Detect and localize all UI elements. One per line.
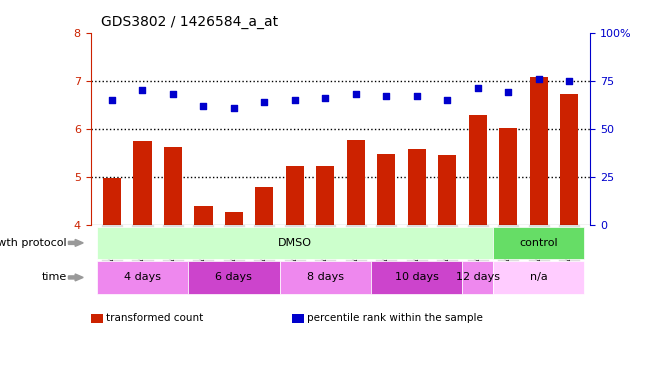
Point <box>229 104 240 111</box>
Bar <box>468 115 487 225</box>
Text: 8 days: 8 days <box>307 272 344 283</box>
Bar <box>316 166 334 225</box>
Text: 4 days: 4 days <box>124 272 161 283</box>
Point <box>411 93 422 99</box>
Point <box>350 91 361 97</box>
Point <box>564 78 574 84</box>
Text: control: control <box>519 238 558 248</box>
Text: 10 days: 10 days <box>395 272 439 283</box>
Bar <box>560 94 578 225</box>
Point <box>259 99 270 105</box>
Point <box>472 85 483 91</box>
Text: percentile rank within the sample: percentile rank within the sample <box>307 313 483 323</box>
Text: DMSO: DMSO <box>278 238 312 248</box>
Bar <box>499 128 517 225</box>
Text: 6 days: 6 days <box>215 272 252 283</box>
Bar <box>164 147 182 225</box>
Bar <box>407 149 426 225</box>
Point <box>533 76 544 82</box>
Point <box>198 103 209 109</box>
Point <box>442 97 452 103</box>
Bar <box>194 207 213 225</box>
Point <box>137 87 148 93</box>
Bar <box>438 155 456 225</box>
Text: 12 days: 12 days <box>456 272 500 283</box>
Bar <box>103 178 121 225</box>
Point <box>168 91 178 97</box>
Text: n/a: n/a <box>530 272 548 283</box>
Bar <box>377 154 395 225</box>
Point <box>107 97 117 103</box>
Text: GDS3802 / 1426584_a_at: GDS3802 / 1426584_a_at <box>101 15 278 29</box>
Bar <box>134 141 152 225</box>
Bar <box>225 212 243 225</box>
Point <box>381 93 392 99</box>
Bar <box>347 140 365 225</box>
Bar <box>255 187 274 225</box>
Bar <box>529 77 548 225</box>
Text: growth protocol: growth protocol <box>0 238 67 248</box>
Point <box>320 95 331 101</box>
Point <box>289 97 300 103</box>
Text: time: time <box>42 272 67 283</box>
Point <box>503 89 513 95</box>
Text: transformed count: transformed count <box>106 313 203 323</box>
Bar <box>286 166 304 225</box>
